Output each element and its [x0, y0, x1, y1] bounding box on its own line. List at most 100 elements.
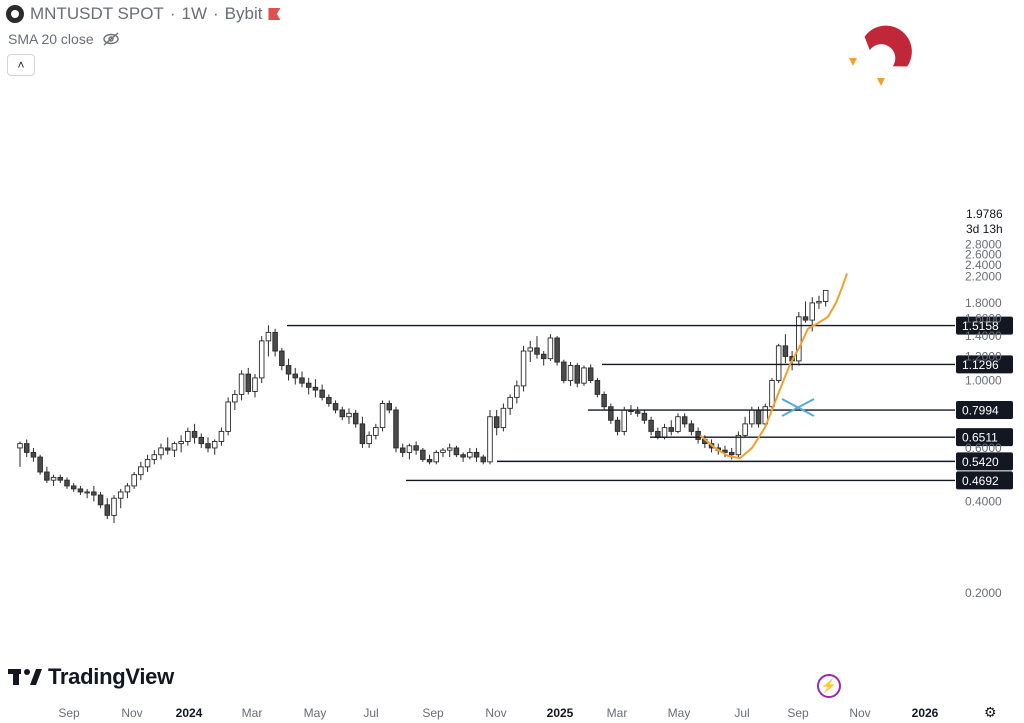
candle: [561, 359, 567, 384]
candle-body-down: [540, 353, 547, 360]
candle: [30, 447, 37, 462]
candle-body-down: [359, 423, 366, 445]
candle: [346, 408, 352, 424]
time-tick-label: Nov: [121, 706, 142, 720]
candle-body-up: [467, 451, 473, 458]
candle-body-down: [104, 504, 111, 516]
candle: [238, 370, 245, 401]
projection-curve: [699, 273, 848, 460]
candle: [520, 345, 527, 392]
countdown-value: 3d 13h: [966, 222, 1003, 236]
candle-body-down: [413, 445, 419, 451]
candle-body-down: [634, 411, 641, 414]
time-tick-label: 2024: [176, 706, 203, 720]
candle: [124, 483, 131, 499]
candle: [97, 491, 104, 509]
candle-body-down: [191, 430, 198, 438]
candle-body-up: [446, 447, 453, 451]
candle-body-down: [594, 380, 601, 395]
level-price-tag: [956, 316, 1013, 335]
exchange-name: Bybit: [224, 4, 263, 23]
candle-body-up: [50, 476, 57, 481]
price-tick-label: 1.8000: [965, 296, 1002, 310]
symbol-header[interactable]: MNTUSDT SPOT · 1W · Bybit: [6, 4, 281, 24]
separator: ·: [212, 4, 219, 23]
bybit-logo-icon: [6, 5, 24, 23]
candle-body-up: [117, 491, 124, 499]
price-tick-label: 1.4000: [965, 329, 1002, 343]
candle: [567, 362, 574, 386]
candle-body-down: [70, 485, 77, 490]
candle: [305, 377, 312, 395]
candle: [460, 452, 466, 462]
lightning-icon[interactable]: ⚡: [817, 674, 841, 698]
candle-body-down: [279, 350, 285, 366]
level-price-tag: [956, 401, 1013, 420]
candle-body-down: [426, 458, 433, 463]
candle-body-up: [131, 474, 137, 487]
candle: [23, 439, 30, 458]
candle-body-down: [695, 430, 701, 440]
indicator-legend[interactable]: SMA 20 close: [8, 31, 120, 47]
candle: [292, 367, 299, 385]
candle-body-down: [205, 443, 211, 449]
brand-name: TradingView: [48, 664, 174, 689]
candle: [285, 358, 292, 381]
collapse-legend-button[interactable]: ˄: [7, 54, 35, 76]
separator: ·: [169, 4, 176, 23]
levels-layer: 1.5158 1.1296 0.7994 0.6511 0.5420 0.4692: [287, 316, 1013, 490]
candle-body-down: [64, 479, 70, 487]
flag-icon[interactable]: [268, 8, 281, 20]
candle-body-up: [138, 466, 144, 476]
candle-body-down: [77, 488, 84, 493]
candle: [641, 409, 648, 424]
eye-off-icon[interactable]: [102, 32, 120, 46]
candle-body-down: [44, 471, 50, 481]
candle: [601, 391, 607, 410]
candle-body-up: [211, 441, 218, 449]
gear-icon[interactable]: ⚙: [984, 704, 997, 720]
candle: [158, 443, 164, 460]
candle: [252, 374, 258, 398]
candle-body-up: [520, 350, 527, 387]
candle-body-up: [440, 449, 446, 453]
tradingview-logo-icon: [8, 669, 42, 685]
candle-body-down: [608, 406, 614, 421]
candle: [634, 406, 641, 417]
candle-body-up: [232, 393, 238, 403]
candle: [446, 443, 453, 458]
candle-body-down: [292, 373, 299, 379]
candle-body-down: [319, 389, 325, 398]
candle-body-down: [460, 454, 466, 458]
candle-body-up: [238, 373, 245, 395]
candle: [117, 488, 124, 509]
time-tick-label: Sep: [58, 706, 80, 720]
candle: [57, 474, 64, 484]
time-tick-label: May: [668, 706, 691, 720]
candle-body-up: [796, 316, 802, 362]
candle: [272, 328, 278, 357]
candle: [393, 406, 399, 453]
price-tick-label: 0.4000: [965, 494, 1002, 508]
candle-body-up: [500, 407, 507, 429]
candle: [258, 336, 265, 384]
candle-body-down: [285, 365, 292, 375]
candle-body-down: [453, 447, 460, 456]
candle: [420, 447, 426, 462]
candle: [762, 403, 769, 428]
candle-body-up: [822, 289, 829, 302]
candle-body-down: [802, 316, 809, 321]
candle-body-up: [346, 412, 352, 418]
level-price-tag: [956, 428, 1013, 447]
price-tick-label: 1.6000: [965, 311, 1002, 325]
candle-body-down: [722, 449, 728, 453]
candle: [332, 400, 339, 414]
candle-body-up: [809, 302, 816, 321]
candle: [205, 437, 211, 453]
candle: [500, 403, 507, 432]
candle: [77, 485, 84, 496]
candle-body-down: [688, 423, 695, 432]
candle: [131, 472, 137, 489]
candle: [426, 454, 433, 465]
